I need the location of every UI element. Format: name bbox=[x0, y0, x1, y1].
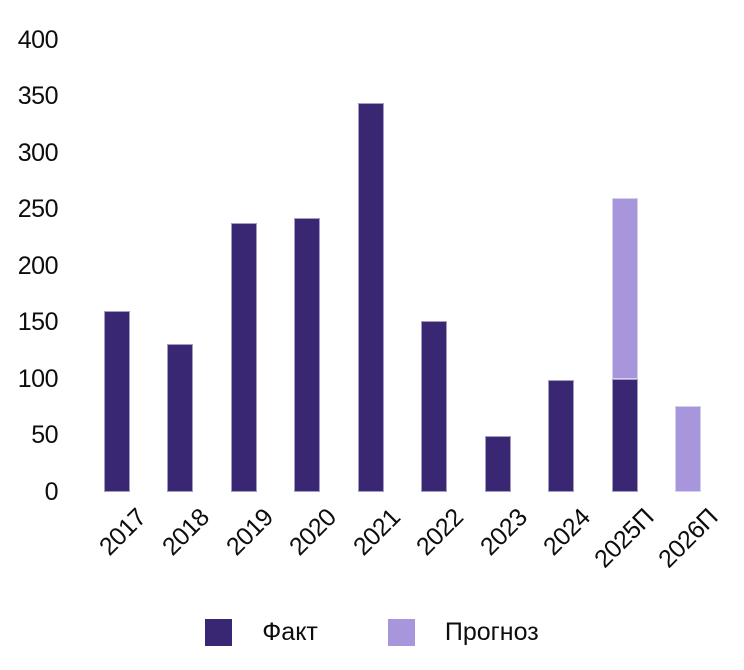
legend-item-fact: Факт bbox=[205, 618, 318, 646]
bar-2020-fact bbox=[294, 218, 320, 492]
legend: Факт Прогноз bbox=[0, 618, 744, 646]
x-tick-label: 2026П bbox=[653, 503, 724, 574]
bar-2021-fact bbox=[357, 103, 384, 492]
y-tick-label: 100 bbox=[17, 364, 59, 393]
y-tick-label: 400 bbox=[17, 26, 59, 54]
bar-2025П-forecast bbox=[611, 198, 638, 379]
bar-2024-fact bbox=[548, 379, 574, 492]
legend-item-forecast: Прогноз bbox=[387, 618, 539, 646]
y-tick-label: 300 bbox=[17, 138, 59, 167]
x-tick-label: 2020 bbox=[284, 503, 343, 562]
x-tick-label: 2023 bbox=[474, 503, 533, 562]
legend-label-fact: Факт bbox=[262, 618, 318, 646]
y-tick-label: 350 bbox=[17, 82, 59, 111]
y-tick-label: 150 bbox=[17, 308, 59, 337]
bar-2025П-fact bbox=[611, 378, 638, 492]
bar-2017-fact bbox=[103, 310, 130, 492]
legend-swatch-fact-icon bbox=[205, 618, 233, 646]
legend-swatch-forecast-icon bbox=[387, 618, 415, 646]
bar-2026П-forecast bbox=[675, 405, 701, 492]
y-tick-label: 0 bbox=[44, 477, 59, 506]
y-tick-label: 50 bbox=[31, 421, 58, 450]
bar-2018-fact bbox=[167, 343, 193, 492]
legend-label-forecast: Прогноз bbox=[444, 618, 539, 646]
x-tick-label: 2022 bbox=[411, 503, 470, 562]
bar-2019-fact bbox=[230, 222, 257, 492]
x-tick-label: 2018 bbox=[157, 503, 216, 562]
y-tick-label: 200 bbox=[17, 251, 59, 280]
x-tick-label: 2024 bbox=[538, 503, 597, 562]
x-tick-label: 2025П bbox=[589, 503, 660, 574]
y-tick-label: 250 bbox=[17, 195, 59, 224]
x-tick-label: 2019 bbox=[220, 503, 279, 562]
bar-2022-fact bbox=[421, 321, 447, 492]
x-tick-label: 2021 bbox=[347, 503, 406, 562]
x-tick-label: 2017 bbox=[93, 503, 152, 562]
bar-2023-fact bbox=[484, 436, 511, 492]
